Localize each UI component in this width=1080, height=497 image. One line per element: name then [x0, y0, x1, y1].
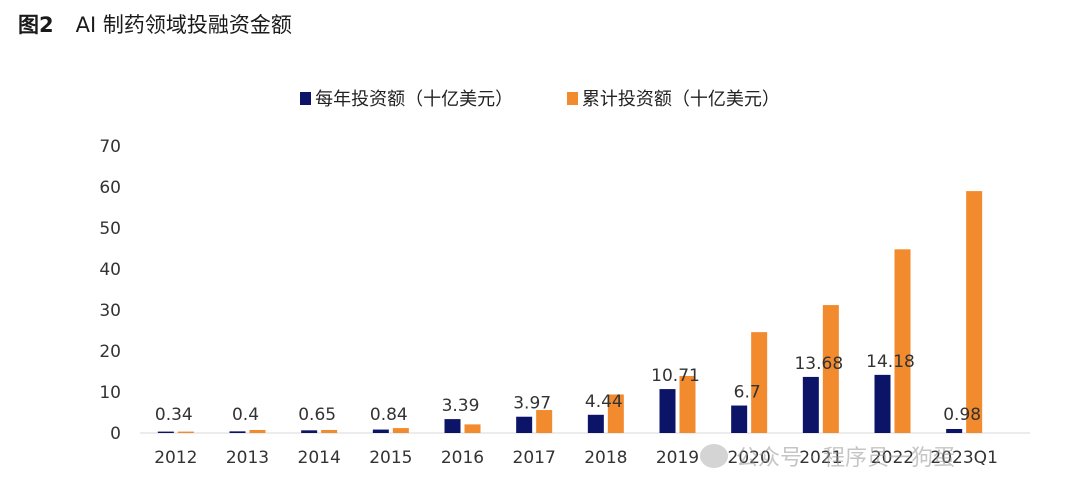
- bar-cumulative-2023Q1: [966, 191, 983, 433]
- y-tick-label: 70: [99, 137, 121, 157]
- figure-caption: AI 制药领域投融资金额: [75, 13, 292, 37]
- bar-cumulative-2014: [321, 429, 338, 433]
- bar-annual-2013: [229, 431, 246, 433]
- bar-annual-2016: [444, 419, 461, 433]
- wechat-icon: [700, 444, 728, 468]
- bar-annual-2017: [516, 416, 533, 433]
- legend-item-cumulative: 累计投资额（十亿美元）: [566, 85, 780, 111]
- y-tick-label: 40: [99, 260, 121, 280]
- bar-annual-2022: [874, 374, 891, 433]
- figure-title: 图2 AI 制药领域投融资金额: [18, 9, 292, 39]
- bar-cumulative-2013: [249, 429, 266, 433]
- data-label-annual: 0.4: [232, 405, 259, 425]
- figure-number: 图2: [18, 13, 54, 37]
- y-tick-label: 50: [99, 219, 121, 239]
- data-label-annual: 10.71: [651, 366, 700, 386]
- y-tick-label: 30: [99, 301, 121, 321]
- data-label-annual: 3.97: [513, 394, 551, 414]
- x-tick-label: 2019: [656, 448, 699, 468]
- bar-cumulative-2019: [679, 376, 696, 433]
- bar-annual-2018: [587, 414, 604, 433]
- x-tick-label: 2017: [513, 448, 556, 468]
- x-tick-label: 2015: [369, 448, 412, 468]
- bar-cumulative-2020: [751, 332, 768, 433]
- legend-item-annual: 每年投资额（十亿美元）: [300, 85, 513, 111]
- data-label-annual: 0.34: [155, 405, 193, 425]
- bar-annual-2023Q1: [946, 428, 963, 433]
- bar-cumulative-2018: [607, 394, 624, 433]
- y-tick-label: 0: [110, 424, 121, 444]
- data-label-annual: 13.68: [794, 354, 843, 374]
- legend-label-cumulative: 累计投资额（十亿美元）: [581, 89, 780, 110]
- x-tick-label: 2013: [226, 448, 269, 468]
- data-label-annual: 6.7: [734, 383, 761, 403]
- data-label-annual: 3.39: [442, 396, 480, 416]
- x-tick-label: 2023Q1: [930, 448, 997, 468]
- bar-cumulative-2017: [536, 410, 553, 433]
- bar-cumulative-2016: [464, 424, 481, 433]
- legend-swatch-cumulative: [566, 91, 578, 105]
- x-tick-label: 2021: [799, 448, 842, 468]
- bar-cumulative-2012: [177, 431, 194, 433]
- x-tick-label: 2016: [441, 448, 484, 468]
- data-label-annual: 0.98: [943, 405, 981, 425]
- bar-annual-2015: [372, 429, 389, 433]
- bar-cumulative-2021: [822, 305, 839, 433]
- x-tick-label: 2014: [298, 448, 341, 468]
- legend-swatch-annual: [300, 91, 312, 105]
- data-label-annual: 14.18: [866, 352, 915, 372]
- x-tick-label: 2022: [871, 448, 914, 468]
- watermark: 公众号 · 程序员一狗蛋: [700, 440, 955, 472]
- bar-annual-2019: [659, 389, 676, 433]
- data-label-annual: 0.65: [298, 405, 336, 425]
- bar-cumulative-2022: [894, 249, 911, 433]
- bar-annual-2020: [731, 405, 748, 433]
- data-label-annual: 0.84: [370, 405, 408, 425]
- chart-legend: 每年投资额（十亿美元） 累计投资额（十亿美元）: [0, 85, 1080, 111]
- bar-annual-2012: [157, 431, 174, 433]
- x-tick-label: 2012: [154, 448, 197, 468]
- watermark-text: 公众号 · 程序员一狗蛋: [736, 446, 955, 471]
- legend-label-annual: 每年投资额（十亿美元）: [315, 89, 514, 110]
- y-tick-label: 10: [99, 383, 121, 403]
- y-tick-label: 60: [99, 178, 121, 198]
- bar-cumulative-2015: [392, 428, 409, 433]
- bar-annual-2014: [301, 430, 318, 433]
- x-tick-label: 2020: [728, 448, 771, 468]
- y-tick-label: 20: [99, 342, 121, 362]
- bar-annual-2021: [802, 376, 819, 433]
- data-label-annual: 4.44: [585, 392, 623, 412]
- x-tick-label: 2018: [584, 448, 627, 468]
